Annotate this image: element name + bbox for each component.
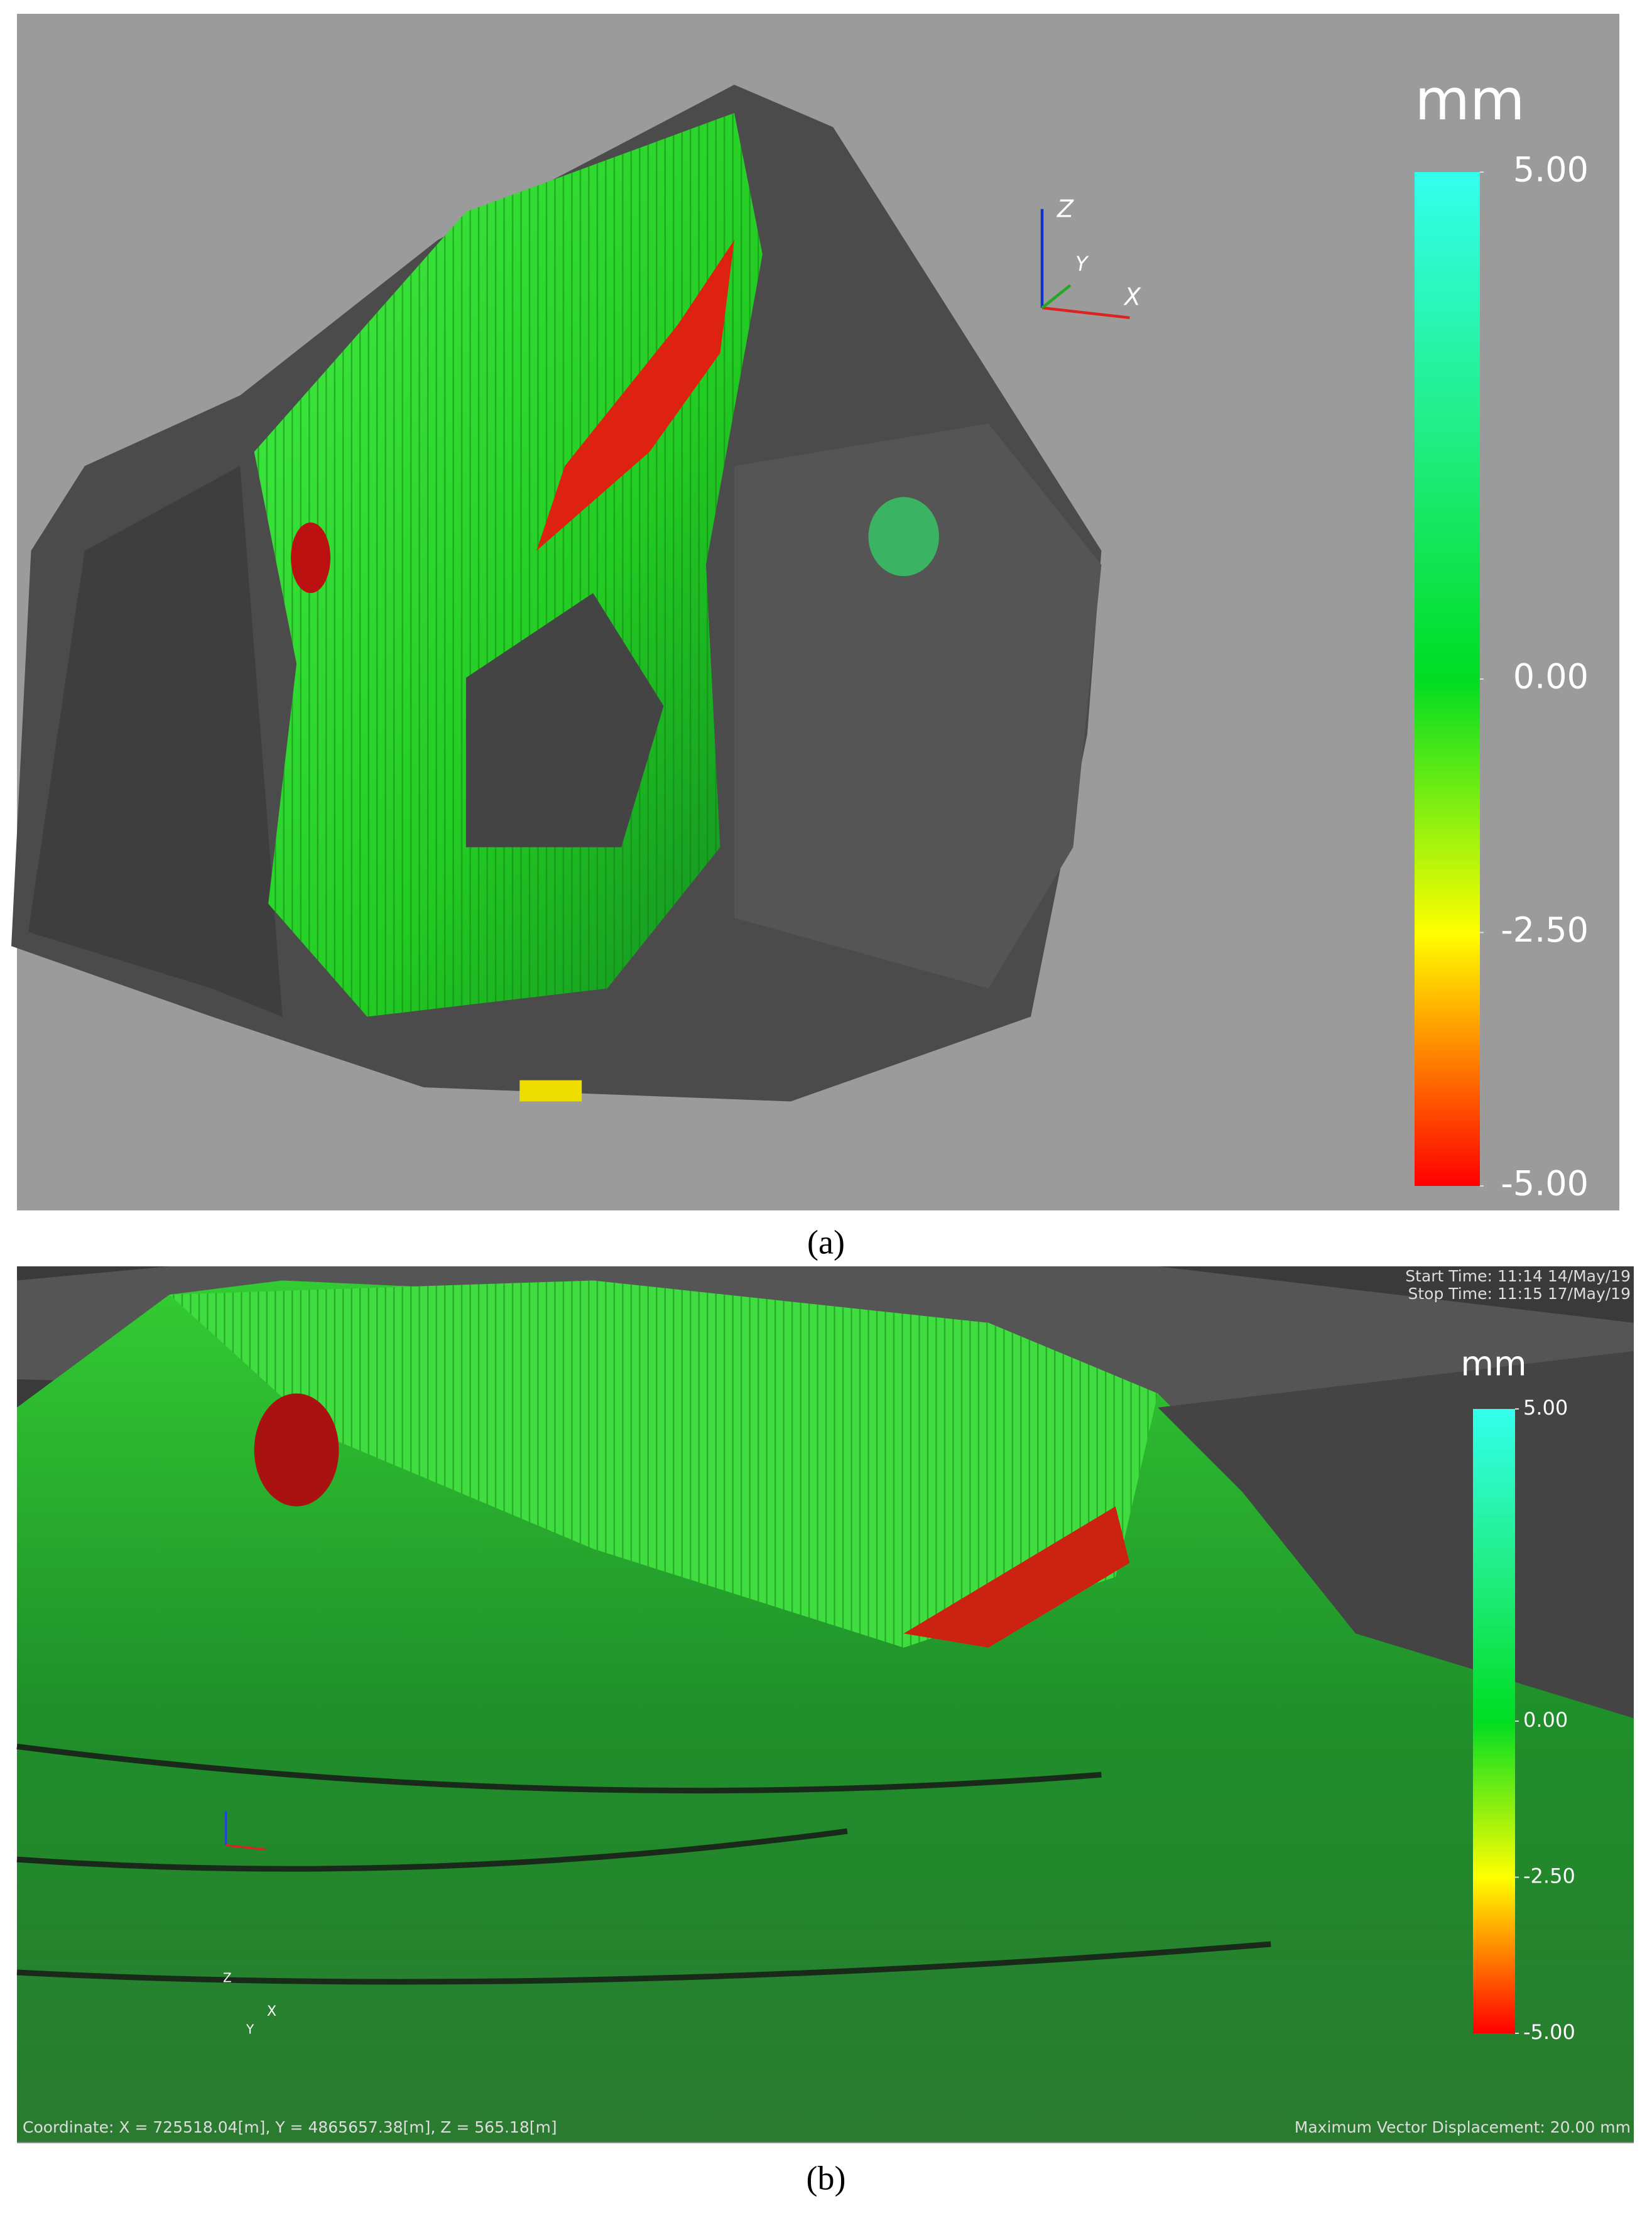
panel-b-model — [16, 1266, 1634, 2142]
stop-time: Stop Time: 11:15 17/May/19 — [1408, 1285, 1631, 1303]
colorbar-tick-label: -2.50 — [1501, 910, 1589, 950]
axis-x: X — [1123, 283, 1141, 311]
max-displacement: Maximum Vector Displacement: 20.00 mm — [1295, 2118, 1631, 2136]
colorbar-tick-label: 0.00 — [1513, 657, 1589, 697]
colorbar-unit: mm — [1460, 1344, 1526, 1384]
colorbar-gradient — [1415, 172, 1480, 1186]
colorbar-tick-label: -5.00 — [1501, 1164, 1589, 1204]
colorbar-tick-label: 5.00 — [1513, 150, 1589, 190]
panel-a-model — [11, 84, 1130, 1102]
axis-x: X — [267, 2004, 276, 2020]
axis-z: Z — [1057, 195, 1074, 223]
coordinate: Coordinate: X = 725518.04[m], Y = 486565… — [23, 2118, 557, 2136]
colorbar-b: 5.00 0.00 -2.50 -5.00 — [1473, 1396, 1575, 2044]
colorbar-tick-label: -2.50 — [1523, 1864, 1575, 1888]
colorbar-a: 5.00 0.00 -2.50 -5.00 — [1415, 150, 1589, 1204]
colorbar-tick-label: -5.00 — [1523, 2020, 1575, 2044]
colorbar-tick-label: 0.00 — [1523, 1708, 1568, 1732]
axis-y: Y — [1075, 252, 1089, 276]
colorbar-unit: mm — [1415, 67, 1524, 133]
start-time: Start Time: 11:14 14/May/19 — [1405, 1267, 1631, 1285]
colorbar-gradient — [1473, 1409, 1515, 2033]
axis-z: Z — [223, 1971, 232, 1986]
caption-a: (a) — [807, 1223, 845, 1261]
axis-y: Y — [246, 2022, 254, 2037]
colorbar-tick-label: 5.00 — [1523, 1396, 1568, 1420]
caption-b: (b) — [807, 2159, 846, 2197]
